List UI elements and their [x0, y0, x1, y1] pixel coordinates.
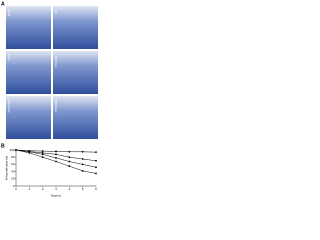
- x-tick-label: 2: [42, 187, 44, 191]
- data-point: [55, 160, 57, 163]
- data-point: [28, 151, 31, 154]
- y-axis-label: % Area with active cilia: [6, 155, 9, 180]
- image-label: KV: [54, 9, 58, 13]
- micrograph: [53, 96, 98, 139]
- image-label: PYO-ND1: [54, 54, 58, 68]
- y-tick-label: 0: [13, 184, 15, 188]
- data-point: [15, 149, 17, 151]
- data-point: [68, 165, 71, 168]
- data-point: [95, 172, 97, 175]
- data-point: [81, 169, 84, 172]
- x-tick-label: 6: [95, 187, 97, 191]
- data-point: [41, 150, 44, 152]
- micrograph: [6, 96, 51, 139]
- data-point: [81, 163, 84, 166]
- data-point: [95, 159, 97, 162]
- y-tick-label: 100: [9, 148, 14, 152]
- y-tick-label: 80: [11, 155, 15, 159]
- panel-label: B: [1, 143, 5, 149]
- data-point: [81, 150, 84, 153]
- data-point: [55, 153, 57, 156]
- image-label: PYO-ND2: [7, 99, 11, 113]
- x-tick-label: 4: [68, 187, 70, 191]
- micrograph: [6, 51, 51, 94]
- x-tick-label: 5: [82, 187, 84, 191]
- data-point: [95, 151, 97, 154]
- y-tick-label: 40: [11, 169, 15, 173]
- data-point: [41, 156, 44, 159]
- x-axis-label: Days pi: [51, 193, 61, 197]
- data-point: [41, 151, 44, 154]
- image-label: PYO-ND3: [54, 99, 58, 113]
- image-label: Mock: [7, 9, 11, 17]
- data-point: [95, 166, 97, 169]
- y-tick-label: 60: [11, 162, 15, 166]
- panel-label: A: [1, 1, 5, 7]
- data-point: [68, 160, 71, 163]
- y-tick-label: 20: [11, 177, 15, 181]
- data-point: [81, 158, 84, 160]
- data-point: [55, 150, 57, 153]
- data-point: [41, 153, 44, 156]
- data-point: [55, 157, 57, 159]
- figure: A B Mock KV PYO PYO-ND1 PYO-ND2 PYO-ND3 0 20 40…: [1, 1, 98, 197]
- x-tick-label: 1: [28, 187, 30, 191]
- data-point: [68, 150, 71, 153]
- micrograph: [53, 6, 98, 49]
- x-tick-label: 3: [55, 187, 57, 191]
- x-tick-label: 0: [15, 187, 17, 191]
- data-point: [68, 156, 71, 159]
- micrograph: [53, 51, 98, 94]
- micrograph: [6, 6, 51, 49]
- image-label: PYO: [7, 53, 11, 60]
